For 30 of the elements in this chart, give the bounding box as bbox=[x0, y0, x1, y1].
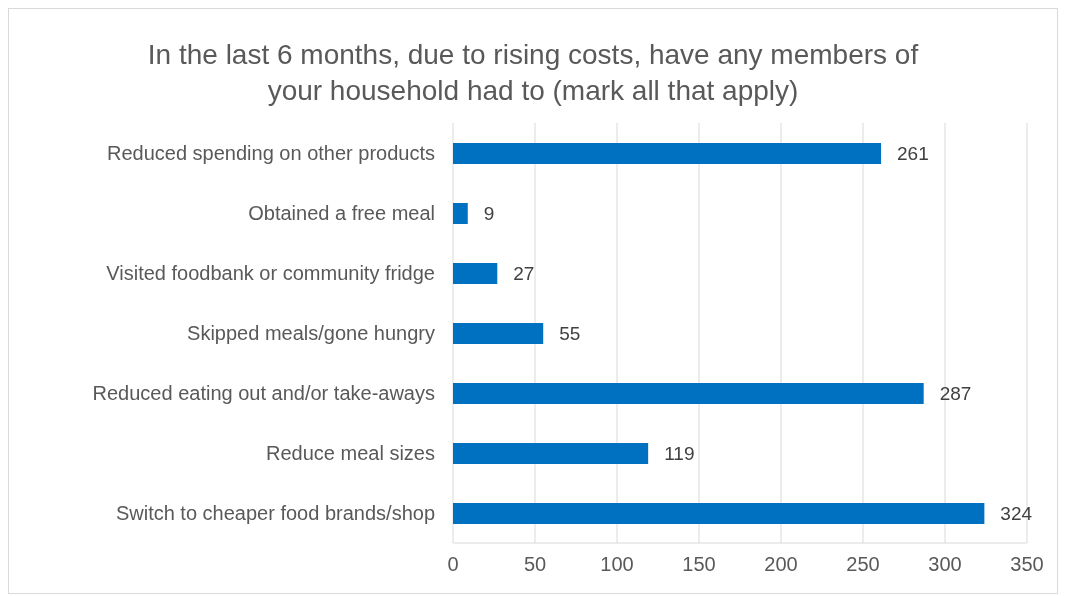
x-tick-label: 200 bbox=[764, 553, 798, 576]
bar bbox=[453, 383, 924, 404]
data-label: 287 bbox=[939, 383, 972, 405]
x-tick-label: 150 bbox=[682, 553, 716, 576]
y-tick-label: Visited foodbank or community fridge bbox=[106, 262, 435, 285]
bar bbox=[453, 143, 882, 164]
bar bbox=[453, 323, 544, 344]
y-tick-label: Reduced spending on other products bbox=[106, 142, 435, 165]
bar bbox=[453, 263, 498, 284]
x-tick-label: 0 bbox=[447, 553, 459, 576]
x-tick-label: 300 bbox=[928, 553, 962, 576]
x-tick-label: 50 bbox=[523, 553, 547, 576]
x-tick-label: 100 bbox=[600, 553, 634, 576]
data-label: 261 bbox=[897, 143, 929, 165]
bar bbox=[453, 503, 985, 524]
bar bbox=[453, 443, 649, 464]
data-label: 9 bbox=[483, 203, 495, 225]
y-tick-label: Switch to cheaper food brands/shop bbox=[115, 502, 435, 525]
bar bbox=[453, 203, 468, 224]
y-tick-label: Obtained a free meal bbox=[248, 202, 435, 225]
data-label: 324 bbox=[1000, 503, 1033, 525]
x-tick-label: 350 bbox=[1010, 553, 1044, 576]
y-tick-label: Reduced eating out and/or take-aways bbox=[92, 382, 435, 405]
data-label: 55 bbox=[559, 323, 581, 345]
data-label: 119 bbox=[664, 443, 695, 465]
chart-title: In the last 6 months, due to rising costs, have any members of your household had to (mark all that apply) bbox=[146, 38, 920, 108]
x-tick-label: 250 bbox=[846, 553, 880, 576]
data-label: 27 bbox=[513, 263, 535, 285]
y-tick-label: Skipped meals/gone hungry bbox=[187, 322, 435, 345]
y-tick-label: Reduce meal sizes bbox=[266, 442, 435, 465]
